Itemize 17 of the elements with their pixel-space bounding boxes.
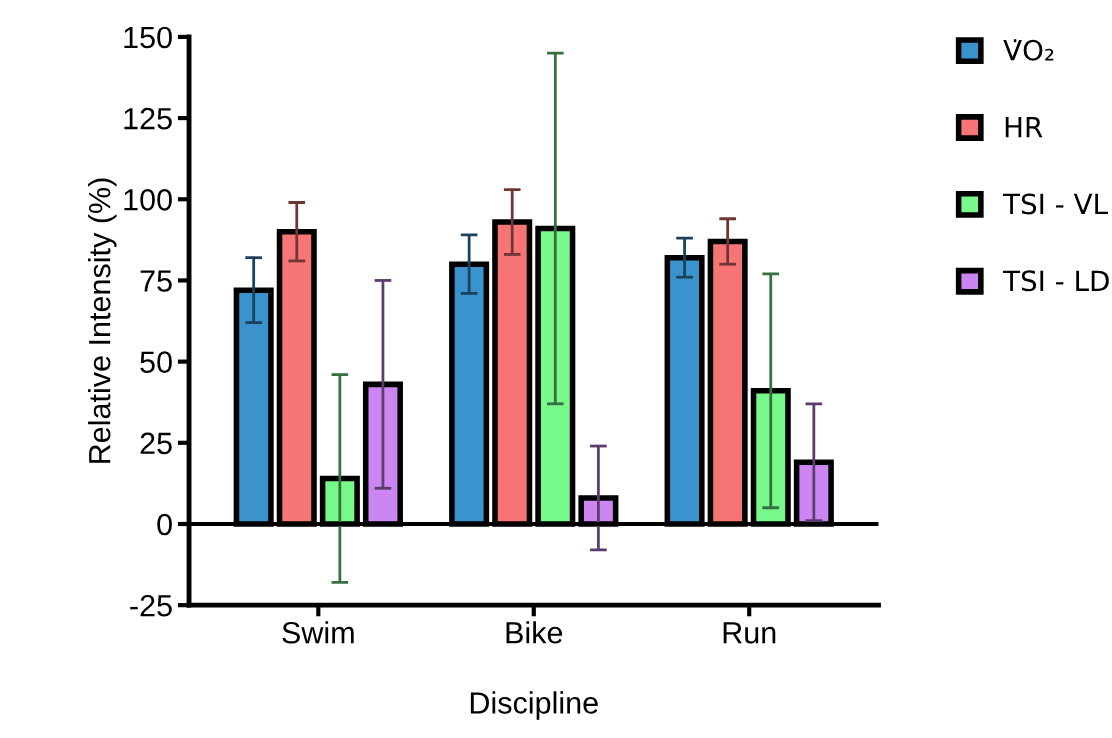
y-tick-label: 125 bbox=[124, 107, 172, 130]
legend-label: HR bbox=[1005, 116, 1043, 138]
legend-label: V̇O₂ bbox=[1003, 39, 1054, 61]
x-tick-label: Swim bbox=[282, 621, 354, 644]
y-axis-title: Relative Intensity (%) bbox=[88, 178, 117, 463]
legend-label: TSI - VL bbox=[1003, 193, 1108, 215]
y-tick-label: 50 bbox=[140, 351, 172, 373]
y-tick-label: 0 bbox=[157, 513, 172, 536]
y-tick-label: 100 bbox=[124, 189, 172, 211]
legend-label: TSI - LD bbox=[1003, 270, 1109, 292]
x-axis-title: Discipline bbox=[470, 691, 598, 720]
y-tick-label: 25 bbox=[140, 432, 172, 455]
x-tick-label: Run bbox=[723, 622, 776, 644]
y-tick-label: 75 bbox=[140, 270, 172, 292]
x-tick-label: Bike bbox=[506, 621, 563, 644]
y-tick-label: -25 bbox=[130, 594, 172, 617]
y-tick-label: 150 bbox=[124, 26, 172, 49]
